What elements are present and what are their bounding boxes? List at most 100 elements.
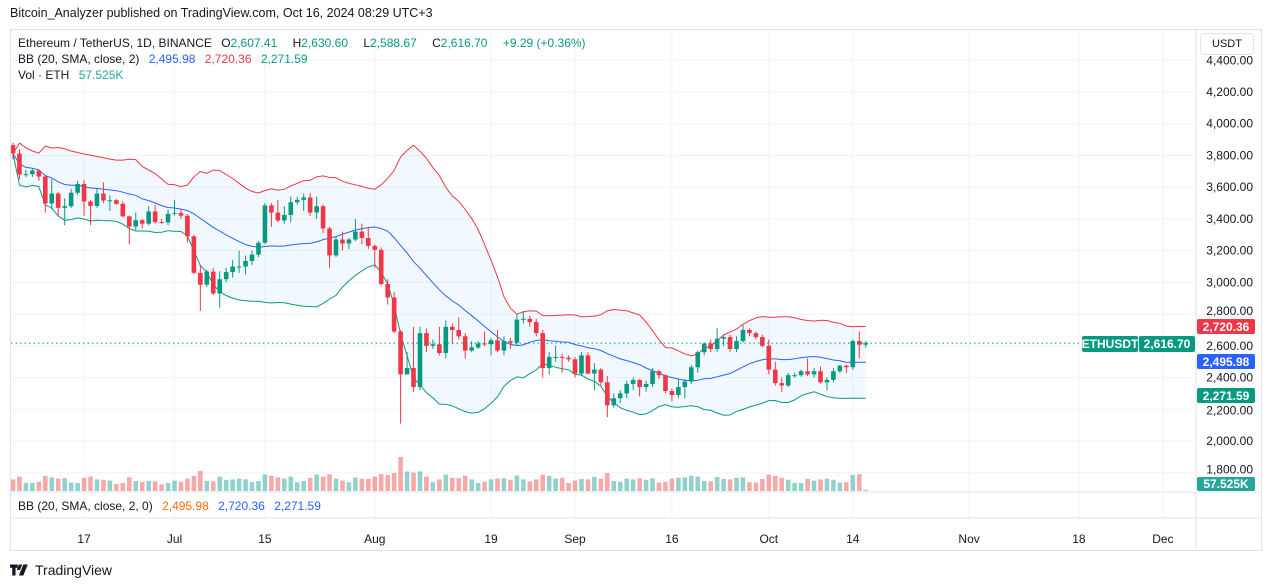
bollinger-bands	[12, 142, 866, 416]
candle-body	[850, 341, 856, 368]
volume-bar	[294, 482, 300, 491]
candle-body	[94, 193, 100, 206]
volume-label: Vol · ETH	[18, 68, 70, 82]
volume-bar	[191, 475, 197, 491]
volume-bar	[94, 479, 100, 491]
volume-bar	[23, 482, 29, 491]
candle-body	[340, 239, 345, 244]
last-price-tag: 2,616.70	[1139, 336, 1195, 352]
bb-legend[interactable]: BB (20, SMA, close, 2) 2,495.98 2,720.36…	[18, 52, 314, 66]
price-change: +9.29 (+0.36%)	[502, 36, 586, 50]
candle-body	[81, 184, 87, 202]
volume-bar	[689, 475, 694, 491]
volume-bar	[482, 481, 487, 491]
candle-body	[23, 174, 29, 176]
y-tick-label: 1,800.00	[1206, 463, 1253, 477]
candle-body	[30, 170, 35, 175]
candle-body	[844, 365, 849, 368]
grid	[11, 30, 1196, 518]
candle-body	[540, 333, 546, 369]
volume-bar	[637, 478, 642, 491]
indicator-pane-legend[interactable]: BB (20, SMA, close, 2, 0) 2,495.98 2,720…	[18, 499, 327, 513]
candle-body	[120, 203, 126, 217]
candle-body	[314, 206, 319, 213]
volume-bar	[353, 477, 358, 491]
candle-body	[366, 237, 371, 246]
volume-bar	[727, 479, 733, 491]
volume-bar	[49, 477, 55, 491]
candle-body	[385, 283, 390, 298]
candle-body	[553, 356, 558, 358]
volume-bar	[391, 473, 397, 491]
volume-bar	[204, 481, 210, 491]
candles	[11, 142, 1081, 424]
volume-bar	[314, 474, 319, 491]
bb-label: BB (20, SMA, close, 2)	[18, 52, 140, 66]
candle-body	[521, 318, 526, 320]
volume-bar	[579, 479, 584, 491]
candle-body	[411, 368, 416, 388]
symbol-legend: Ethereum / TetherUS, 1D, BINANCE O2,607.…	[18, 36, 592, 50]
currency-button[interactable]: USDT	[1200, 33, 1254, 55]
volume-bar	[456, 478, 462, 491]
y-tick-label: 4,200.00	[1206, 85, 1253, 99]
volume-bar	[798, 483, 804, 491]
x-tick-label: 19	[484, 532, 498, 546]
volume-bar	[669, 478, 675, 491]
brand-name: TradingView	[35, 562, 113, 578]
volume-bar	[676, 477, 681, 491]
indicator-value-3: 2,271.59	[274, 499, 321, 513]
volume-bar	[139, 481, 145, 491]
candle-body	[133, 220, 139, 227]
candle-body	[223, 272, 229, 280]
candle-body	[204, 271, 210, 285]
volume-bar	[133, 481, 139, 491]
volume-bar	[656, 482, 662, 491]
candle-body	[456, 329, 462, 337]
volume-bar	[75, 483, 80, 491]
candle-body	[740, 329, 746, 342]
x-tick-label: Dec	[1152, 532, 1173, 546]
x-tick-label: Nov	[958, 532, 979, 546]
volume-bar	[792, 483, 797, 491]
volume-bar	[411, 472, 416, 491]
candle-body	[159, 222, 164, 224]
ohlc-open: O2,607.41	[221, 36, 278, 50]
ohlc-low: L2,588.67	[363, 36, 417, 50]
candle-body	[772, 369, 778, 384]
candle-body	[643, 383, 649, 388]
indicator-value-1: 2,495.98	[162, 499, 209, 513]
candle-body	[49, 193, 55, 204]
volume-bar	[650, 478, 655, 491]
volume-bar	[88, 476, 93, 491]
candle-body	[656, 371, 662, 376]
volume-bar	[824, 478, 830, 491]
candle-body	[753, 333, 759, 338]
candle-body	[714, 338, 720, 349]
volume-bar	[210, 481, 216, 491]
volume-bar	[785, 479, 791, 491]
y-tick-label: 2,200.00	[1206, 403, 1253, 417]
candle-body	[676, 387, 681, 396]
candle-body	[727, 337, 733, 349]
volume-legend[interactable]: Vol · ETH 57.525K	[18, 68, 129, 82]
bb-basis-value: 2,495.98	[148, 52, 196, 66]
volume-bar	[430, 482, 436, 491]
candle-body	[327, 228, 332, 256]
tradingview-brand[interactable]: TradingView	[10, 562, 112, 578]
candle-body	[559, 356, 565, 358]
volume-bar	[566, 483, 571, 491]
x-tick-label: 15	[258, 532, 272, 546]
volume-bar	[301, 481, 306, 491]
volume-bar	[372, 476, 378, 491]
candle-body	[378, 249, 384, 284]
volume-bar	[424, 476, 429, 491]
candle-body	[482, 343, 487, 345]
candle-body	[17, 153, 22, 175]
volume-bar	[546, 475, 552, 491]
candle-body	[766, 345, 772, 370]
candle-body	[282, 214, 287, 221]
candle-body	[165, 213, 171, 223]
volume-bar	[779, 477, 785, 491]
